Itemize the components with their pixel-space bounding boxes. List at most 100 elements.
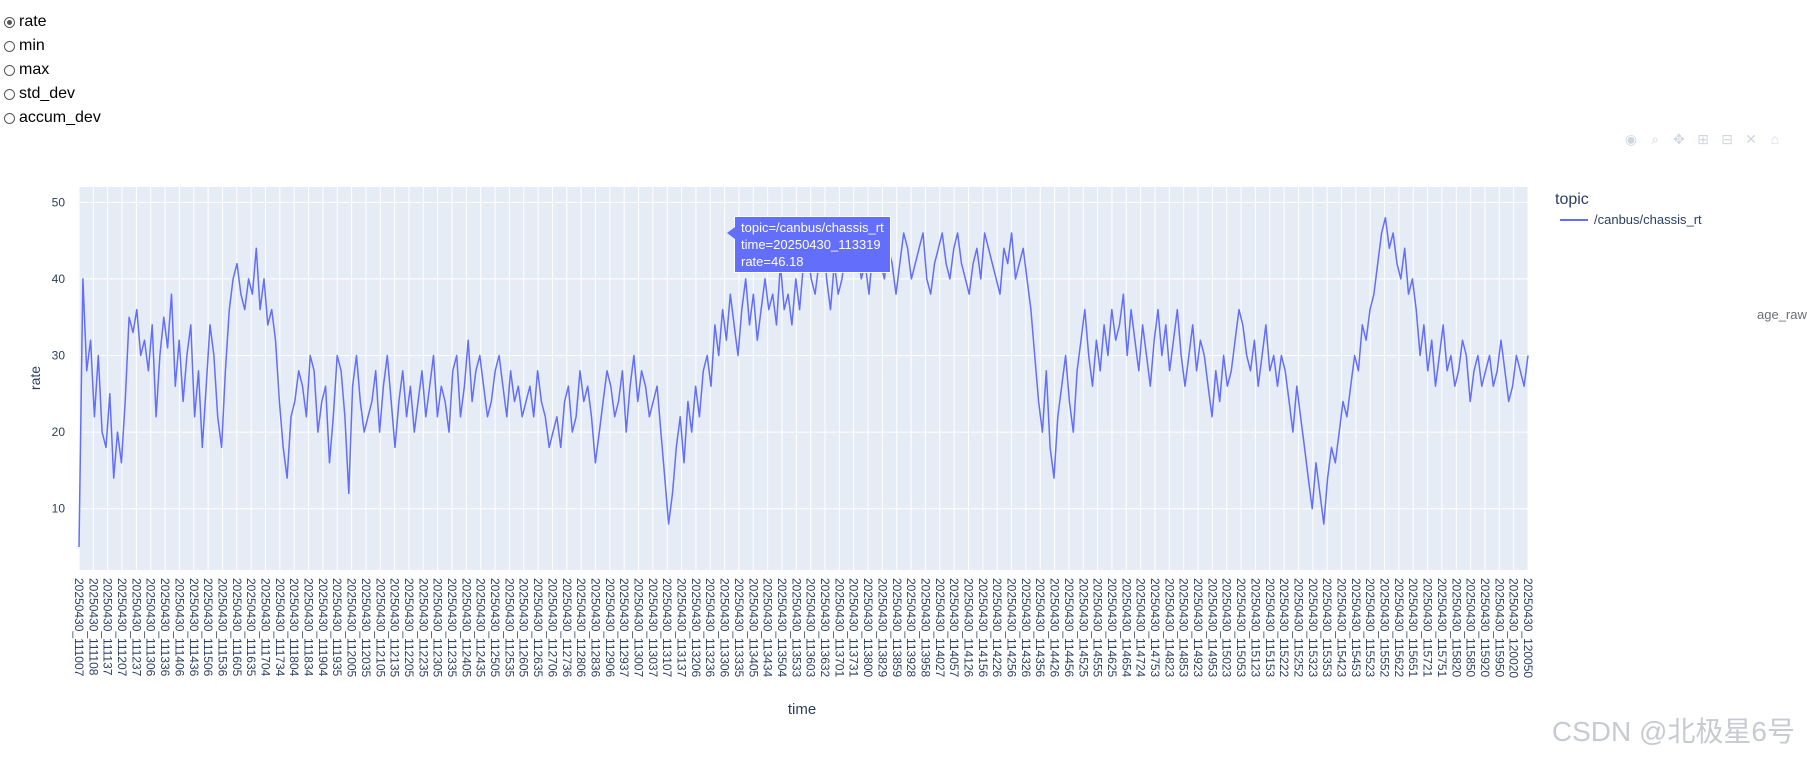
x-tick-label: 20250430_111904 <box>316 578 330 677</box>
x-tick-label: 20250430_114326 <box>1019 578 1033 678</box>
camera-icon[interactable]: ◉ <box>1624 130 1638 147</box>
x-tick-label: 20250430_111436 <box>187 578 201 677</box>
x-tick-label: 20250430_112005 <box>345 578 359 678</box>
pan-icon[interactable]: ✥ <box>1673 130 1685 147</box>
radio-option-std-dev[interactable]: std_dev <box>4 82 101 106</box>
radio-option-rate[interactable]: rate <box>4 10 101 34</box>
legend-item[interactable]: /canbus/chassis_rt <box>1560 212 1702 227</box>
x-tick-label: 20250430_113829 <box>875 578 889 678</box>
x-tick-label: 20250430_114226 <box>990 578 1004 678</box>
tooltip-rate: rate=46.18 <box>741 254 804 269</box>
legend-label: /canbus/chassis_rt <box>1594 212 1702 227</box>
radio-label: max <box>19 61 50 78</box>
plot-modebar: ◉ ⌕ ✥ ⊞ ⊟ ✕ ⌂ <box>1622 130 1784 148</box>
y-gridlines <box>79 201 1528 510</box>
x-tick-label: 20250430_112635 <box>531 578 545 678</box>
x-tick-label: 20250430_114426 <box>1048 578 1062 678</box>
tooltip-time: time=20250430_113319 <box>741 237 881 252</box>
x-tick-label: 20250430_112836 <box>588 578 602 678</box>
x-tick-label: 20250430_113632 <box>818 578 832 678</box>
x-tick-label: 20250430_115153 <box>1263 578 1277 678</box>
x-tick-label: 20250430_113504 <box>775 578 789 678</box>
x-tick-label: 20250430_111207 <box>115 578 129 677</box>
x-tick-label: 20250430_111734 <box>273 578 287 677</box>
x-tick-label: 20250430_115721 <box>1421 578 1435 678</box>
x-tick-label: 20250430_115222 <box>1277 578 1291 678</box>
x-tick-label: 20250430_111834 <box>302 578 316 677</box>
x-tick-label: 20250430_113731 <box>847 578 861 678</box>
x-tick-label: 20250430_120050 <box>1521 578 1535 678</box>
x-tick-label: 20250430_112736 <box>560 578 574 678</box>
x-tick-label: 20250430_111935 <box>330 578 344 677</box>
zoom-out-icon[interactable]: ⊟ <box>1721 130 1733 147</box>
x-tick-label: 20250430_114625 <box>1105 578 1119 678</box>
y-tick-label: 40 <box>52 272 66 286</box>
x-tick-label: 20250430_112906 <box>603 578 617 678</box>
x-tick-label: 20250430_112335 <box>445 578 459 678</box>
x-tick-label: 20250430_115622 <box>1392 578 1406 678</box>
x-tick-label: 20250430_113800 <box>861 578 875 678</box>
x-tick-label: 20250430_114953 <box>1205 578 1219 678</box>
x-tick-label: 20250430_115850 <box>1464 578 1478 678</box>
radio-button[interactable] <box>4 40 15 52</box>
radio-button[interactable] <box>4 88 15 100</box>
x-tick-label: 20250430_113206 <box>689 578 703 678</box>
x-tick-label: 20250430_115353 <box>1320 578 1334 678</box>
x-tick-label: 20250430_113958 <box>918 578 932 678</box>
metric-radio-group: rate min max std_dev accum_dev <box>4 10 101 130</box>
radio-option-min[interactable]: min <box>4 34 101 58</box>
x-tick-label: 20250430_112535 <box>502 578 516 678</box>
radio-option-max[interactable]: max <box>4 58 101 82</box>
x-tick-labels: 20250430_111007 20250430_111108 20250430_1… <box>72 578 1535 678</box>
x-tick-label: 20250430_115053 <box>1234 578 1248 678</box>
x-tick-label: 20250430_114555 <box>1091 578 1105 678</box>
x-tick-label: 20250430_114027 <box>933 578 947 678</box>
x-tick-label: 20250430_111108 <box>86 578 100 676</box>
y-axis-label: rate <box>27 366 43 390</box>
x-tick-label: 20250430_112605 <box>517 578 531 678</box>
x-tick-label: 20250430_114456 <box>1062 578 1076 678</box>
x-tick-label: 20250430_111336 <box>158 578 172 677</box>
tooltip-topic: topic=/canbus/chassis_rt <box>741 220 884 235</box>
x-tick-label: 20250430_111237 <box>129 578 143 677</box>
x-tick-label: 20250430_112235 <box>416 578 430 678</box>
x-tick-label: 20250430_113007 <box>632 578 646 678</box>
x-tick-label: 20250430_114356 <box>1033 578 1047 678</box>
x-gridlines <box>78 187 1529 570</box>
zoom-icon[interactable]: ⌕ <box>1651 130 1659 147</box>
x-tick-label: 20250430_115123 <box>1248 578 1262 678</box>
radio-button[interactable] <box>4 64 15 76</box>
radio-button[interactable] <box>4 16 15 28</box>
x-tick-label: 20250430_112305 <box>431 578 445 678</box>
x-tick-label: 20250430_115423 <box>1334 578 1348 678</box>
home-icon[interactable]: ⌂ <box>1770 131 1780 147</box>
x-tick-label: 20250430_113236 <box>703 578 717 678</box>
x-tick-label: 20250430_112937 <box>617 578 631 678</box>
y-tick-label: 50 <box>52 195 66 209</box>
x-tick-label: 20250430_112105 <box>373 578 387 678</box>
radio-button[interactable] <box>4 112 15 124</box>
x-tick-label: 20250430_111536 <box>215 578 229 677</box>
x-tick-label: 20250430_112035 <box>359 578 373 678</box>
x-tick-label: 20250430_114057 <box>947 578 961 678</box>
radio-label: rate <box>19 13 47 30</box>
x-tick-label: 20250430_112806 <box>574 578 588 678</box>
x-tick-label: 20250430_111506 <box>201 578 215 677</box>
radio-label: std_dev <box>19 85 76 102</box>
x-axis-label: time <box>788 701 816 718</box>
radio-option-accum-dev[interactable]: accum_dev <box>4 106 101 130</box>
x-tick-label: 20250430_113928 <box>904 578 918 678</box>
x-tick-label: 20250430_113107 <box>660 578 674 678</box>
x-tick-label: 20250430_114753 <box>1148 578 1162 678</box>
zoom-in-icon[interactable]: ⊞ <box>1697 130 1709 147</box>
x-tick-label: 20250430_120020 <box>1507 578 1521 678</box>
x-tick-label: 20250430_111306 <box>144 578 158 677</box>
truncated-label: age_raw <box>1757 307 1807 322</box>
x-tick-label: 20250430_111804 <box>287 578 301 677</box>
autoscale-icon[interactable]: ✕ <box>1745 130 1757 147</box>
x-tick-label: 20250430_112405 <box>459 578 473 678</box>
y-tick-label: 30 <box>52 349 66 363</box>
x-tick-label: 20250430_111635 <box>244 578 258 677</box>
x-tick-label: 20250430_114256 <box>1005 578 1019 678</box>
